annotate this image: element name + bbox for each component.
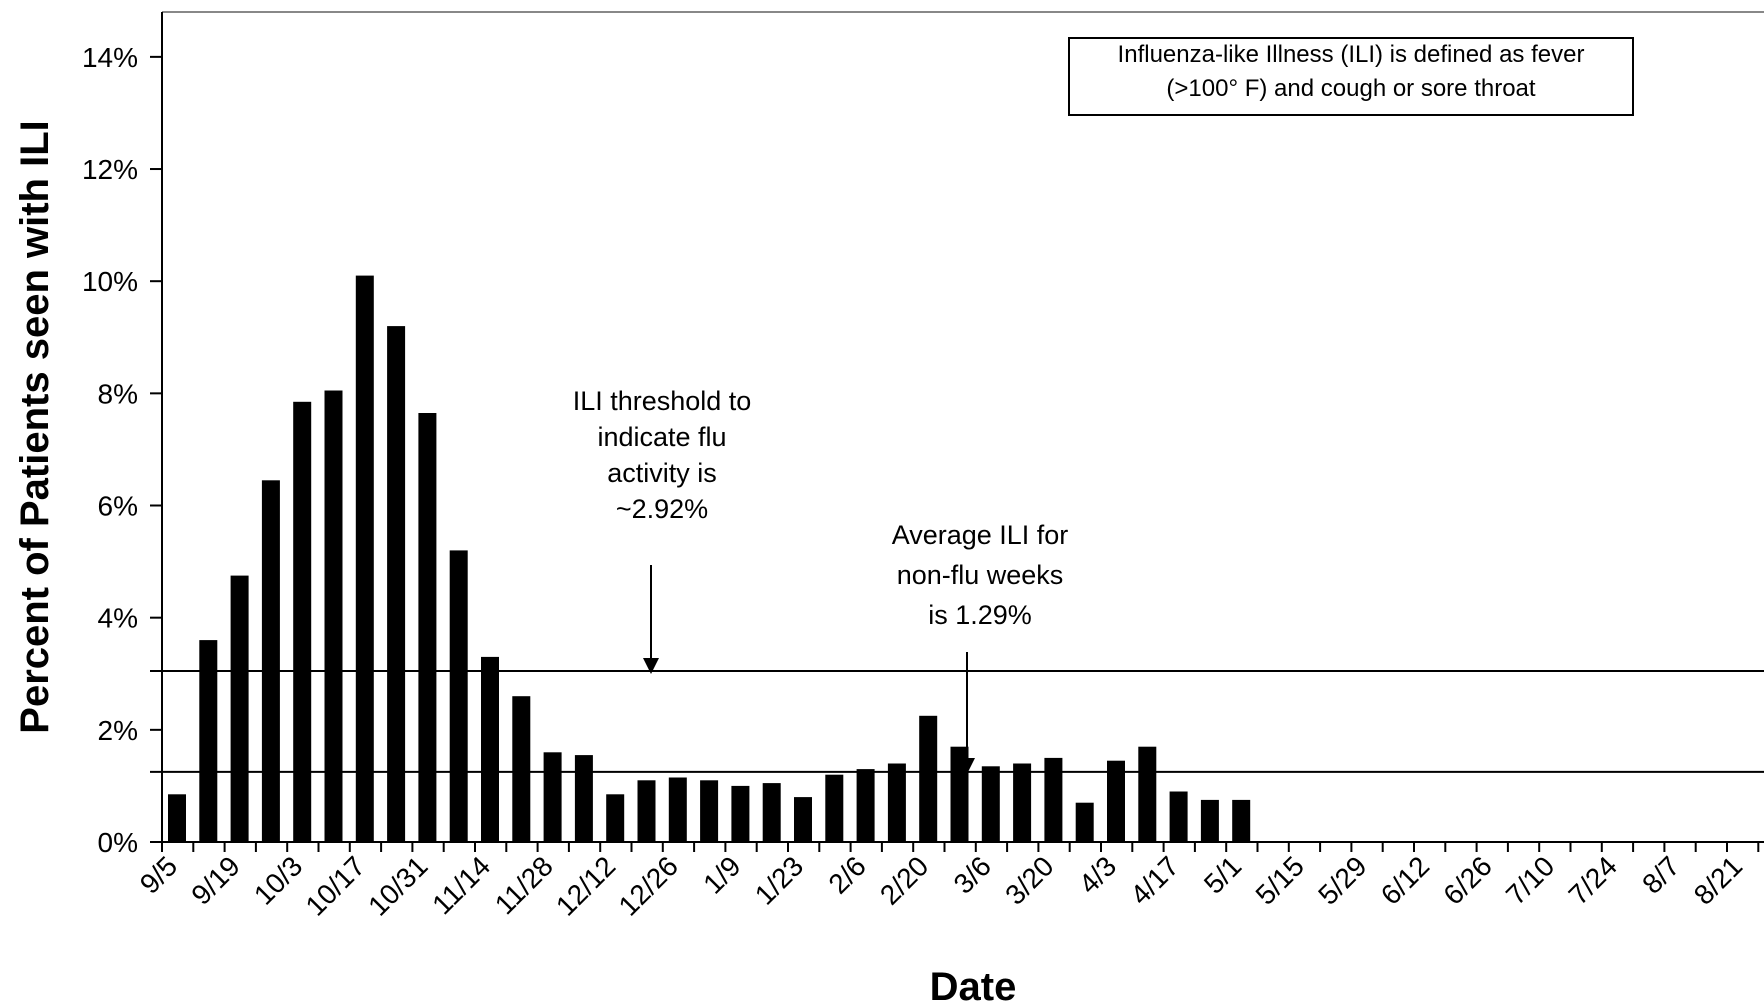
bar-week-11 bbox=[481, 656, 499, 842]
x-tick-label: 4/17 bbox=[1124, 850, 1184, 910]
bar-week-25 bbox=[919, 715, 938, 842]
x-tick-label: 9/19 bbox=[185, 850, 245, 910]
bar-week-13 bbox=[543, 752, 562, 842]
x-tick-label: 12/12 bbox=[550, 850, 621, 921]
bar-week-7 bbox=[355, 275, 374, 843]
bar-week-15 bbox=[606, 794, 625, 842]
threshold-annotation-line-2: indicate flu bbox=[597, 422, 726, 452]
definition-box: Influenza-like Illness (ILI) is defined … bbox=[1068, 37, 1634, 116]
bar-week-24 bbox=[887, 763, 906, 842]
bar-week-10 bbox=[449, 550, 468, 842]
x-tick-label: 2/6 bbox=[822, 850, 871, 899]
x-tick-label: 7/10 bbox=[1500, 850, 1560, 910]
x-tick-label: 1/9 bbox=[697, 850, 746, 899]
bar-week-21 bbox=[794, 797, 812, 842]
bar-week-9 bbox=[418, 413, 437, 842]
bar-week-3 bbox=[230, 575, 249, 842]
bar-week-6 bbox=[324, 390, 343, 842]
x-tick-label: 2/20 bbox=[874, 850, 934, 910]
x-tick-label: 3/20 bbox=[999, 850, 1059, 910]
definition-box-border bbox=[1068, 37, 1634, 116]
y-tick-label: 14% bbox=[82, 42, 138, 73]
y-tick-label: 2% bbox=[98, 715, 138, 746]
bar-week-29 bbox=[1044, 757, 1063, 842]
bar-week-4 bbox=[261, 480, 280, 842]
bar-week-14 bbox=[574, 755, 593, 842]
average-annotation-line-2: non-flu weeks bbox=[897, 560, 1064, 590]
threshold-annotation: ILI threshold to indicate flu activity i… bbox=[573, 386, 752, 674]
x-tick-label: 3/6 bbox=[948, 850, 997, 899]
bar-week-12 bbox=[512, 696, 531, 842]
average-arrow-head bbox=[959, 758, 975, 774]
x-tick-label: 1/23 bbox=[749, 850, 809, 910]
x-tick-label: 10/3 bbox=[248, 850, 308, 910]
bar-week-5 bbox=[293, 401, 312, 842]
bar-week-32 bbox=[1138, 746, 1157, 842]
threshold-annotation-line-3: activity is bbox=[607, 458, 717, 488]
x-tick-label: 8/7 bbox=[1636, 850, 1685, 899]
bar-week-8 bbox=[387, 326, 406, 843]
x-tick-label: 12/26 bbox=[613, 850, 684, 921]
x-axis-title: Date bbox=[930, 965, 1017, 1008]
y-tick-label: 8% bbox=[98, 378, 138, 409]
bar-week-18 bbox=[700, 780, 719, 842]
bar-week-35 bbox=[1232, 799, 1251, 842]
x-tick-label: 4/3 bbox=[1073, 850, 1122, 899]
bar-week-20 bbox=[762, 783, 781, 842]
average-annotation: Average ILI for non-flu weeks is 1.29% bbox=[892, 520, 1069, 774]
bar-week-33 bbox=[1169, 791, 1188, 842]
x-tick-label: 5/15 bbox=[1250, 850, 1310, 910]
x-tick-label: 5/29 bbox=[1312, 850, 1372, 910]
y-tick-label: 4% bbox=[98, 603, 138, 634]
x-tick-label: 6/12 bbox=[1375, 850, 1435, 910]
bar-week-28 bbox=[1013, 763, 1032, 842]
threshold-arrow-head bbox=[643, 658, 659, 674]
x-tick-label: 5/1 bbox=[1198, 850, 1247, 899]
bar-week-17 bbox=[668, 777, 687, 842]
y-tick-label: 10% bbox=[82, 266, 138, 297]
y-axis-title: Percent of Patients seen with ILI bbox=[13, 120, 57, 733]
x-tick-label: 10/31 bbox=[362, 850, 433, 921]
bar-week-31 bbox=[1107, 760, 1125, 842]
y-tick-label: 12% bbox=[82, 154, 138, 185]
definition-line-1: Influenza-like Illness (ILI) is defined … bbox=[1118, 41, 1585, 68]
bar-week-1 bbox=[168, 794, 186, 842]
bar-week-19 bbox=[731, 785, 750, 842]
definition-line-2: (>100° F) and cough or sore throat bbox=[1166, 75, 1535, 102]
x-tick-label: 7/24 bbox=[1563, 850, 1623, 910]
x-tick-label: 6/26 bbox=[1437, 850, 1497, 910]
bar-week-26 bbox=[950, 746, 969, 842]
bar-week-22 bbox=[825, 774, 844, 842]
x-tick-label: 11/28 bbox=[489, 850, 559, 920]
x-tick-label: 11/14 bbox=[426, 850, 496, 920]
average-annotation-line-1: Average ILI for bbox=[892, 520, 1069, 550]
bar-week-27 bbox=[981, 766, 1000, 842]
y-tick-label: 6% bbox=[98, 491, 138, 522]
bar-week-30 bbox=[1075, 802, 1094, 842]
x-tick-label: 8/21 bbox=[1688, 850, 1748, 910]
bar-week-34 bbox=[1200, 799, 1219, 842]
average-annotation-line-3: is 1.29% bbox=[928, 600, 1032, 630]
threshold-annotation-line-1: ILI threshold to bbox=[573, 386, 752, 416]
bar-week-16 bbox=[637, 780, 656, 842]
bar-week-23 bbox=[856, 769, 875, 842]
threshold-annotation-line-4: ~2.92% bbox=[616, 494, 708, 524]
y-tick-label: 0% bbox=[98, 827, 138, 858]
x-tick-label: 10/17 bbox=[300, 850, 371, 921]
x-tick-label: 9/5 bbox=[134, 850, 183, 899]
bar-week-2 bbox=[199, 640, 218, 842]
